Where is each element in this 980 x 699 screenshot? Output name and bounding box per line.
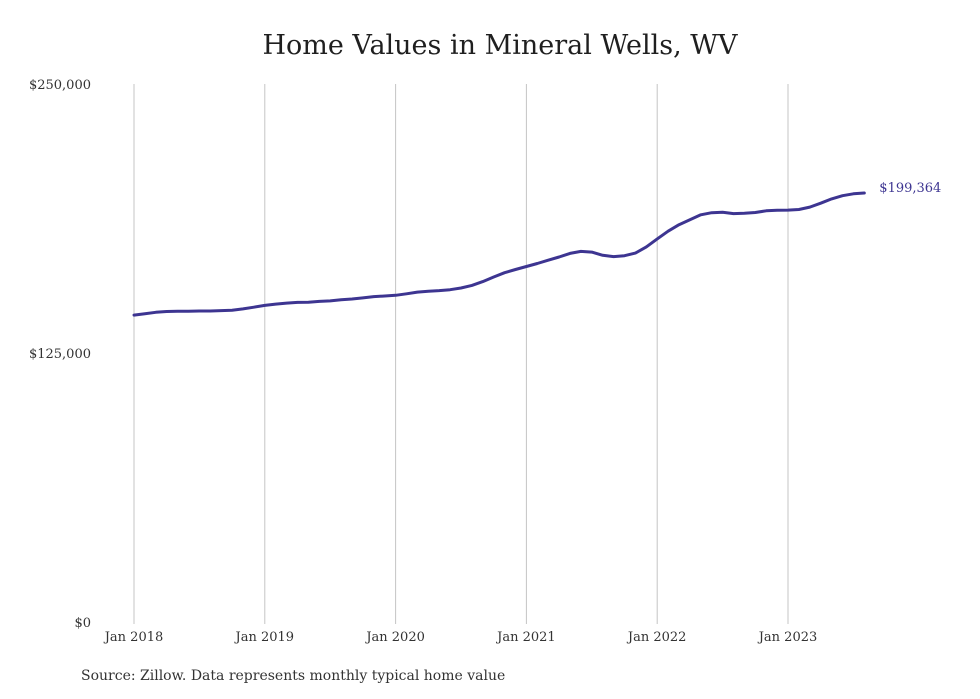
y-tick-label: $0 — [74, 616, 91, 631]
series-layer — [132, 191, 866, 317]
y-tick-label: $250,000 — [29, 78, 91, 93]
y-axis-tick-labels: $250,000 $125,000 $0 — [29, 78, 91, 631]
series-line — [132, 191, 866, 317]
source-note: Source: Zillow. Data represents monthly … — [81, 668, 506, 684]
x-tick-label: Jan 2019 — [234, 630, 295, 645]
x-tick-label: Jan 2018 — [103, 630, 164, 645]
x-axis-tick-labels: Jan 2018 Jan 2019 Jan 2020 Jan 2021 Jan 2022… — [103, 630, 818, 645]
end-value-label: $199,364 — [879, 181, 941, 196]
x-tick-label: Jan 2023 — [757, 630, 818, 645]
y-tick-label: $125,000 — [29, 347, 91, 362]
x-tick-label: Jan 2020 — [364, 630, 425, 645]
chart-title: Home Values in Mineral Wells, WV — [262, 30, 738, 61]
gridlines — [133, 84, 789, 624]
data-labels: $199,364 — [879, 181, 941, 196]
x-tick-label: Jan 2022 — [626, 630, 687, 645]
x-tick-label: Jan 2021 — [495, 630, 556, 645]
